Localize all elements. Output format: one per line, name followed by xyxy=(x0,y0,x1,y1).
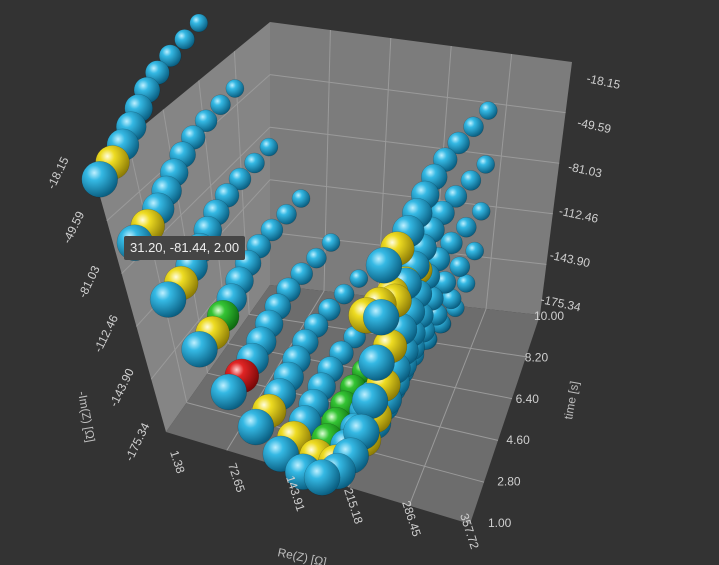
z-tick-label: 1.00 xyxy=(488,516,512,530)
data-point[interactable] xyxy=(349,269,369,288)
data-point[interactable] xyxy=(174,29,195,50)
data-point[interactable] xyxy=(259,137,279,157)
data-point[interactable] xyxy=(244,152,265,174)
data-point[interactable] xyxy=(479,101,498,120)
data-point[interactable] xyxy=(463,116,484,138)
data-point[interactable] xyxy=(260,218,284,242)
x-tick-label: 357.72 xyxy=(457,512,482,552)
data-point[interactable] xyxy=(228,167,252,191)
data-point[interactable] xyxy=(306,247,327,269)
z-tick-label: 6.40 xyxy=(516,392,540,406)
y-tick-label-right: -112.46 xyxy=(558,204,600,226)
data-point[interactable] xyxy=(189,13,209,33)
data-point[interactable] xyxy=(456,274,476,293)
z-tick-label: 10.00 xyxy=(534,309,564,323)
x-tick-label: 1.38 xyxy=(167,449,188,476)
y-axis-title: -Im(Z) [Ω] xyxy=(75,390,98,443)
back-wall xyxy=(270,22,572,315)
y-tick-label: -18.15 xyxy=(44,154,72,191)
data-point[interactable] xyxy=(303,459,341,496)
grid-line xyxy=(127,138,188,403)
x-axis-title: Re(Z) [Ω] xyxy=(276,545,327,565)
grid-line xyxy=(269,74,566,114)
data-point[interactable] xyxy=(318,298,341,321)
data-point[interactable] xyxy=(237,408,275,446)
y-tick-label-right: -49.59 xyxy=(576,115,613,136)
z-tick-label: 2.80 xyxy=(497,475,521,489)
data-point[interactable] xyxy=(321,233,341,252)
data-point[interactable] xyxy=(471,202,491,221)
z-axis-title: time [s] xyxy=(561,380,582,421)
y-tick-label: -112.46 xyxy=(91,312,121,354)
x-tick-label: 72.65 xyxy=(225,461,248,494)
y-tick-label-right: -81.03 xyxy=(567,160,604,181)
data-point[interactable] xyxy=(447,131,470,155)
data-point[interactable] xyxy=(225,79,245,98)
data-point[interactable] xyxy=(210,94,231,115)
y-tick-label: -175.34 xyxy=(122,420,153,463)
data-point[interactable] xyxy=(444,185,468,208)
y-tick-label: -49.59 xyxy=(60,209,88,246)
data-point[interactable] xyxy=(194,109,218,133)
data-point[interactable] xyxy=(351,382,389,420)
data-point[interactable] xyxy=(333,283,355,305)
y-tick-label: -81.03 xyxy=(75,263,103,300)
data-point[interactable] xyxy=(456,216,477,238)
data-point[interactable] xyxy=(158,44,182,68)
z-tick-label: 8.20 xyxy=(525,350,549,364)
y-tick-label-right: -18.15 xyxy=(585,71,622,92)
data-point[interactable] xyxy=(476,155,495,174)
grid-line xyxy=(485,53,513,310)
x-tick-label: 215.18 xyxy=(341,486,366,526)
data-point[interactable] xyxy=(291,189,311,208)
data-point[interactable] xyxy=(181,331,218,368)
data-point[interactable] xyxy=(465,241,484,261)
data-point[interactable] xyxy=(276,204,297,225)
point-tooltip: 31.20, -81.44, 2.00 xyxy=(124,236,246,260)
data-point[interactable] xyxy=(81,161,118,198)
data-point[interactable] xyxy=(449,256,471,277)
grid-line xyxy=(408,308,487,506)
y-tick-label-right: -143.90 xyxy=(549,248,592,270)
grid-line xyxy=(269,126,560,164)
data-point[interactable] xyxy=(149,281,187,318)
data-point[interactable] xyxy=(290,262,313,285)
data-point[interactable] xyxy=(362,299,400,336)
data-point[interactable] xyxy=(365,247,403,284)
data-point[interactable] xyxy=(440,231,463,255)
data-point[interactable] xyxy=(210,373,247,411)
data-point[interactable] xyxy=(358,344,395,381)
z-tick-label: 4.60 xyxy=(506,433,530,447)
data-point[interactable] xyxy=(460,170,482,191)
y-tick-label: -143.90 xyxy=(107,366,138,409)
